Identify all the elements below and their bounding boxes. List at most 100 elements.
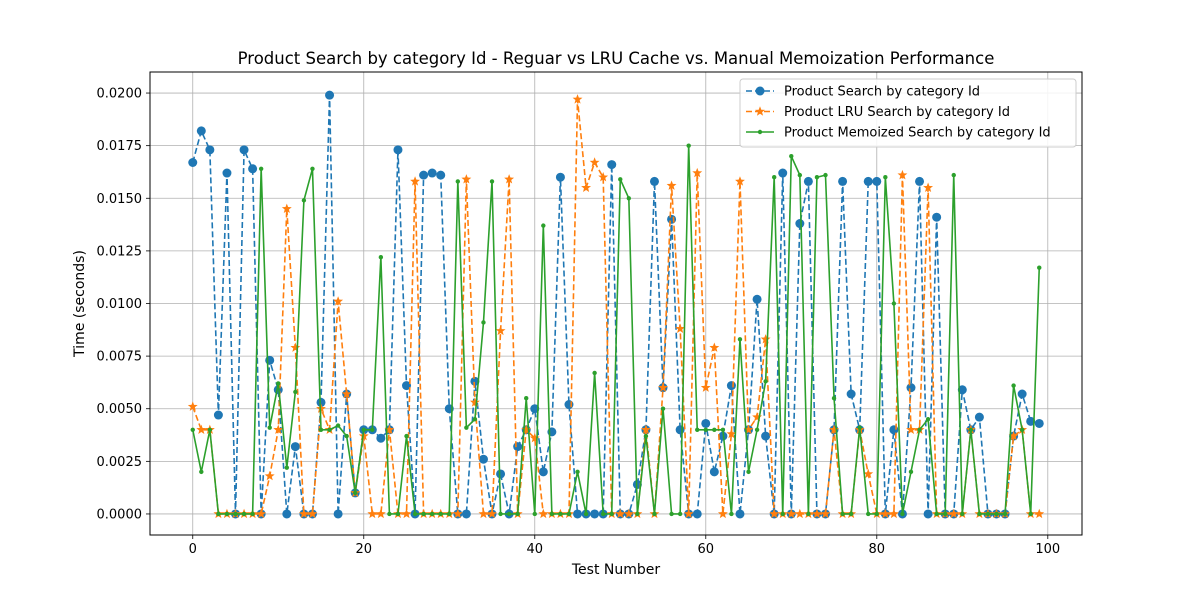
data-point: [199, 469, 204, 475]
data-point: [401, 508, 412, 519]
data-point: [504, 174, 515, 184]
data-point: [840, 511, 845, 517]
data-point: [335, 423, 341, 428]
data-point: [267, 425, 272, 430]
data-point: [498, 511, 503, 517]
data-point: [795, 219, 805, 229]
data-point: [891, 301, 897, 306]
data-point: [196, 126, 206, 136]
data-point: [974, 412, 984, 422]
data-point: [325, 90, 335, 100]
data-point: [589, 157, 600, 167]
legend-label: Product LRU Search by category Id: [784, 105, 1010, 120]
legend-swatch-marker: [755, 106, 765, 116]
data-point: [273, 424, 284, 434]
data-point: [831, 396, 837, 401]
data-point: [393, 145, 403, 155]
x-axis-label: Test Number: [571, 562, 661, 578]
data-point: [942, 511, 948, 517]
data-point: [752, 411, 763, 422]
data-point: [609, 511, 614, 517]
data-point: [667, 214, 677, 224]
data-point: [367, 508, 378, 519]
data-point: [301, 198, 307, 203]
y-tick-label: 0.0150: [97, 192, 143, 207]
data-point: [196, 424, 207, 434]
data-point: [421, 511, 426, 517]
data-point: [1019, 427, 1025, 432]
data-point: [256, 508, 267, 519]
data-point: [872, 176, 882, 186]
data-point: [761, 431, 771, 441]
data-point: [743, 424, 754, 434]
data-point: [524, 396, 529, 401]
data-point: [207, 427, 213, 432]
data-point: [906, 383, 916, 393]
data-point: [683, 508, 694, 519]
data-point: [923, 509, 933, 519]
legend-swatch-marker: [757, 129, 763, 135]
data-point: [284, 465, 290, 470]
data-point: [977, 511, 982, 517]
data-point: [763, 379, 768, 384]
data-point: [1034, 418, 1044, 428]
data-point: [353, 490, 358, 496]
data-point: [985, 511, 991, 517]
data-point: [863, 176, 873, 186]
data-point: [760, 334, 771, 344]
data-point: [778, 168, 788, 178]
data-point: [549, 511, 555, 517]
data-point: [541, 223, 546, 228]
data-point: [703, 427, 708, 432]
data-point: [726, 428, 737, 439]
series-layer: [187, 90, 1045, 519]
data-point: [951, 172, 956, 178]
data-point: [344, 433, 349, 439]
chart-title: Product Search by category Id - Reguar v…: [238, 49, 995, 68]
data-point: [754, 427, 760, 432]
y-tick-label: 0.0050: [97, 402, 143, 417]
data-point: [481, 320, 486, 325]
data-point: [190, 427, 195, 432]
data-point: [573, 509, 583, 519]
data-point: [1017, 389, 1027, 399]
data-point: [1002, 511, 1008, 517]
data-point: [649, 176, 659, 186]
data-point: [316, 397, 326, 407]
data-point: [333, 296, 344, 306]
data-point: [917, 427, 922, 432]
data-point: [934, 511, 939, 517]
data-point: [709, 467, 719, 477]
data-point: [378, 255, 384, 260]
y-tick-label: 0.0000: [97, 507, 143, 522]
data-point: [643, 433, 649, 439]
data-point: [384, 424, 395, 434]
data-point: [666, 180, 677, 190]
y-tick-label: 0.0200: [97, 87, 143, 102]
x-tick-label: 40: [526, 542, 543, 557]
data-point: [478, 508, 489, 519]
data-point: [1011, 383, 1016, 388]
data-point: [717, 508, 728, 519]
data-point: [239, 145, 249, 155]
data-point: [626, 196, 632, 201]
series-1: [188, 90, 1044, 519]
data-point: [846, 389, 856, 399]
data-point: [290, 342, 301, 352]
data-point: [487, 508, 497, 519]
data-point: [712, 427, 717, 432]
data-point: [888, 508, 899, 519]
y-tick-label: 0.0175: [97, 139, 143, 154]
data-point: [489, 179, 495, 184]
data-point: [806, 511, 811, 517]
data-point: [957, 385, 967, 395]
data-point: [838, 176, 848, 186]
data-point: [224, 511, 230, 517]
data-point: [794, 508, 805, 519]
data-point: [333, 509, 343, 519]
data-point: [513, 442, 523, 452]
data-point: [515, 511, 520, 517]
data-point: [538, 508, 549, 519]
series-line: [191, 144, 1041, 515]
data-point: [692, 167, 703, 178]
